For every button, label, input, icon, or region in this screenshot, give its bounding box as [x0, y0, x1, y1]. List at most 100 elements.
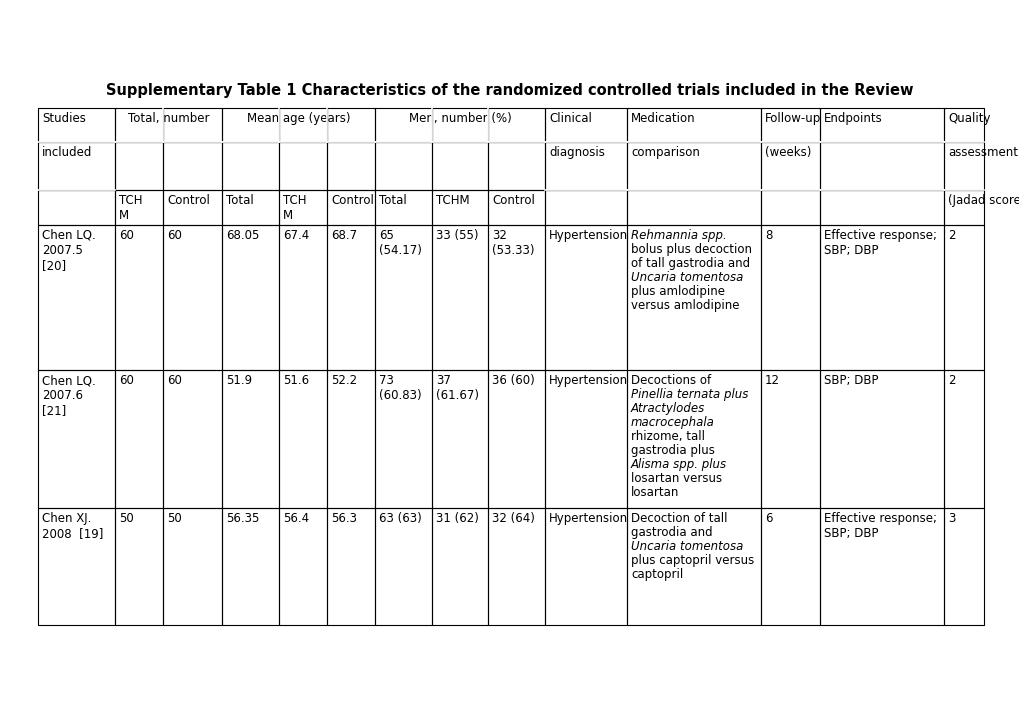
Bar	[222, 190, 279, 225]
Bar	[163, 190, 222, 225]
Text: Medication: Medication	[631, 112, 695, 125]
Text: rhizome, tall: rhizome, tall	[631, 430, 704, 443]
Text: Alisma spp. plus: Alisma spp. plus	[631, 458, 727, 471]
Text: 36 (60): 36 (60)	[491, 374, 534, 387]
Bar	[627, 142, 760, 190]
Text: TCH
M: TCH M	[282, 194, 306, 222]
Text: Atractylodes: Atractylodes	[631, 402, 704, 415]
Bar	[432, 142, 487, 190]
Bar	[163, 370, 222, 508]
Bar	[279, 142, 327, 190]
Text: Decoctions of: Decoctions of	[631, 374, 710, 387]
Text: 68.05: 68.05	[226, 229, 259, 242]
Text: Quality: Quality	[947, 112, 989, 125]
Bar	[544, 508, 627, 625]
Text: captopril: captopril	[631, 568, 683, 581]
Bar	[115, 190, 163, 225]
Text: 56.4: 56.4	[282, 512, 309, 525]
Bar	[38, 142, 115, 190]
Text: 51.6: 51.6	[282, 374, 309, 387]
Bar	[819, 108, 943, 142]
Bar	[115, 142, 163, 190]
Bar	[38, 508, 115, 625]
Text: plus amlodipine: plus amlodipine	[631, 285, 725, 298]
Text: 37
(61.67): 37 (61.67)	[435, 374, 479, 402]
Bar	[38, 370, 115, 508]
Text: Hypertension: Hypertension	[548, 512, 628, 525]
Bar	[115, 508, 163, 625]
Text: (Jadad score): (Jadad score)	[947, 194, 1019, 207]
Bar	[487, 370, 544, 508]
Bar	[432, 225, 487, 370]
Text: Hypertension: Hypertension	[548, 229, 628, 242]
Bar	[279, 508, 327, 625]
Bar	[819, 508, 943, 625]
Bar	[375, 142, 432, 190]
Text: 31 (62): 31 (62)	[435, 512, 478, 525]
Text: 52.2: 52.2	[331, 374, 357, 387]
Text: Effective response;
SBP; DBP: Effective response; SBP; DBP	[823, 229, 936, 257]
Text: losartan: losartan	[631, 486, 679, 499]
Text: 60: 60	[119, 229, 133, 242]
Text: Hypertension: Hypertension	[548, 374, 628, 387]
Text: macrocephala: macrocephala	[631, 416, 714, 429]
Bar	[544, 142, 627, 190]
Text: included: included	[42, 146, 93, 159]
Bar	[375, 508, 432, 625]
Text: Men, number (%): Men, number (%)	[409, 112, 511, 125]
Bar	[38, 190, 115, 225]
Text: losartan versus: losartan versus	[631, 472, 721, 485]
Text: 8: 8	[764, 229, 771, 242]
Bar	[544, 108, 627, 142]
Bar	[327, 190, 375, 225]
Bar	[943, 225, 983, 370]
Bar	[375, 190, 432, 225]
Bar	[115, 225, 163, 370]
Bar	[327, 142, 375, 190]
Bar	[487, 108, 544, 142]
Bar	[222, 508, 279, 625]
Text: Pinellia ternata plus: Pinellia ternata plus	[631, 388, 748, 401]
Text: 67.4: 67.4	[282, 229, 309, 242]
Text: Studies: Studies	[42, 112, 86, 125]
Bar	[375, 225, 432, 370]
Bar	[544, 190, 627, 225]
Bar	[760, 142, 819, 190]
Text: Endpoints: Endpoints	[823, 112, 881, 125]
Text: Total, number: Total, number	[127, 112, 209, 125]
Text: 6: 6	[764, 512, 771, 525]
Bar	[279, 225, 327, 370]
Text: SBP; DBP: SBP; DBP	[823, 374, 877, 387]
Bar	[943, 370, 983, 508]
Text: Mean age (years): Mean age (years)	[247, 112, 350, 125]
Text: TCHM: TCHM	[435, 194, 469, 207]
Text: TCH
M: TCH M	[119, 194, 143, 222]
Text: Control: Control	[491, 194, 534, 207]
Bar	[544, 225, 627, 370]
Text: 60: 60	[119, 374, 133, 387]
Text: Total: Total	[226, 194, 254, 207]
Bar	[279, 190, 327, 225]
Text: 68.7: 68.7	[331, 229, 357, 242]
Text: Total: Total	[379, 194, 407, 207]
Bar	[760, 190, 819, 225]
Text: versus amlodipine: versus amlodipine	[631, 299, 739, 312]
Bar	[760, 370, 819, 508]
Text: 3: 3	[947, 512, 955, 525]
Bar	[627, 108, 760, 142]
Text: 60: 60	[167, 229, 181, 242]
Text: 50: 50	[119, 512, 133, 525]
Text: Decoction of tall: Decoction of tall	[631, 512, 727, 525]
Text: of tall gastrodia and: of tall gastrodia and	[631, 257, 749, 270]
Text: Uncaria tomentosa: Uncaria tomentosa	[631, 271, 743, 284]
Bar	[819, 225, 943, 370]
Bar	[115, 108, 163, 142]
Bar	[432, 370, 487, 508]
Text: 2: 2	[947, 229, 955, 242]
Text: assessment: assessment	[947, 146, 1017, 159]
Text: 12: 12	[764, 374, 780, 387]
Bar	[487, 225, 544, 370]
Bar	[487, 508, 544, 625]
Bar	[943, 142, 983, 190]
Text: Chen XJ.
2008  [19]: Chen XJ. 2008 [19]	[42, 512, 103, 540]
